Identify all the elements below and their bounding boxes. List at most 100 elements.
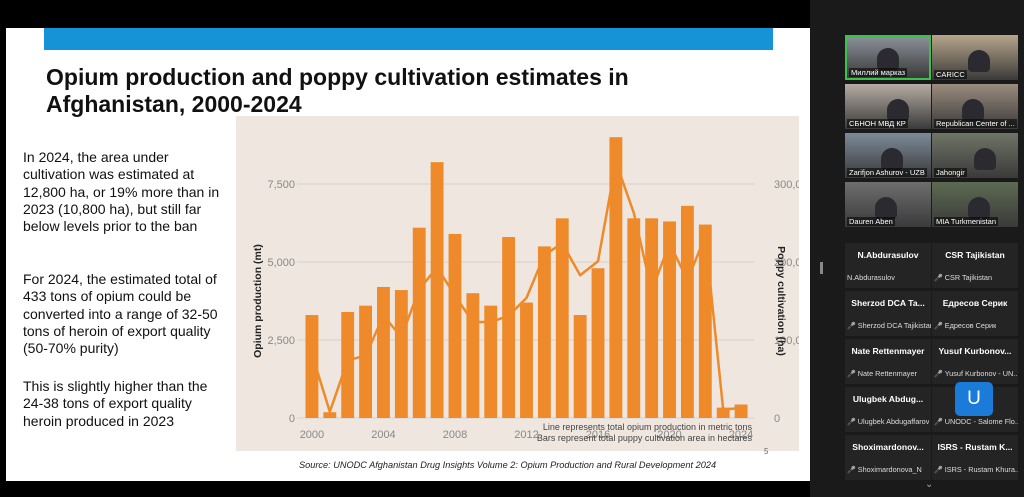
chart-bar: [734, 404, 748, 418]
participant-video-8[interactable]: MIA Turkmenistan: [932, 182, 1018, 227]
chart-bar: [716, 407, 730, 418]
y-right-axis-label: Poppy cultivation (ha): [775, 246, 787, 356]
mic-off-icon: 🎤: [847, 419, 856, 426]
person-silhouette: [875, 197, 897, 219]
mic-off-icon: 🎤: [934, 419, 943, 426]
participant-tile-label: 🎤 Yusuf Kurbonov - UN...: [934, 369, 1018, 378]
x-tick-label: 2004: [371, 429, 395, 441]
participant-tile-label: 🎤 CSR Tajikistan: [934, 273, 992, 282]
chart-bar: [394, 290, 408, 418]
mic-off-icon: 🎤: [934, 275, 943, 282]
participant-name: Jahongir: [934, 168, 967, 177]
participant-video-3[interactable]: СБНОН МВД КР: [845, 84, 931, 129]
participant-tile-name: Ulugbek Abdug...: [852, 394, 924, 404]
participant-tile-label: 🎤 ISRS - Rustam Khura...: [934, 465, 1018, 474]
participant-tile-10[interactable]: ISRS - Rustam K... 🎤 ISRS - Rustam Khura..…: [932, 435, 1018, 480]
participant-tile-sub: N.Abdurasulov: [847, 273, 895, 282]
participant-tile-6[interactable]: Yusuf Kurbonov... 🎤 Yusuf Kurbonov - UN...: [932, 339, 1018, 384]
participant-tile-name: ISRS - Rustam K...: [937, 442, 1013, 452]
chart-bar: [698, 224, 712, 418]
participant-name: CARICC: [934, 70, 967, 79]
participant-video-4[interactable]: Republican Center of ...: [932, 84, 1018, 129]
chart-line: [310, 160, 742, 414]
participant-tile-sub: Yusuf Kurbonov - UN...: [944, 369, 1018, 378]
chart-bar: [430, 162, 444, 418]
participant-tile-4[interactable]: Едресов Серик 🎤 Едресов Серик: [932, 291, 1018, 336]
participant-video-5[interactable]: Zarifjon Ashurov - UZB: [845, 133, 931, 178]
participant-tile-name: CSR Tajikistan: [945, 250, 1005, 260]
chart-bar: [466, 293, 480, 418]
chart-annotation: Line represents total opium production i…: [543, 422, 753, 432]
person-silhouette: [877, 48, 899, 70]
opium-chart: 0 2,500 5,000 7,500 0 100,000 200,000 300,000 20…: [252, 137, 799, 443]
chart-bar: [341, 311, 355, 418]
chart-bar: [502, 237, 516, 418]
mic-off-icon: 🎤: [847, 467, 856, 474]
mic-off-icon: 🎤: [934, 467, 943, 474]
slide-paragraph-1: In 2024, the area under cultivation was …: [23, 149, 220, 235]
chevron-down-icon[interactable]: ⌄: [925, 479, 934, 490]
x-tick-label: 2016: [586, 429, 610, 441]
chart-bar: [680, 205, 694, 418]
chart-panel: 0 2,500 5,000 7,500 0 100,000 200,000 300,000 20…: [236, 116, 799, 451]
participant-video-1[interactable]: Миллий марказ: [845, 35, 931, 80]
page-number: 5: [764, 447, 769, 456]
participant-video-6[interactable]: Jahongir: [932, 133, 1018, 178]
participant-tile-name: N.Abdurasulov: [857, 250, 919, 260]
chart-bar: [591, 268, 605, 418]
person-silhouette: [887, 99, 909, 121]
chart-bar: [663, 221, 676, 418]
participant-tile-label: 🎤 Едресов Серик: [934, 321, 996, 330]
participant-tile-label: 🎤 Ulugbek Abdugaffarov: [847, 417, 929, 426]
slide-accent-bar: [44, 28, 773, 50]
slide-title: Opium production and poppy cultivation e…: [46, 64, 629, 117]
participant-tile-name: Sherzod DCA Ta...: [851, 298, 925, 308]
participant-tile-5[interactable]: Nate Rettenmayer 🎤 Nate Rettenmayer: [845, 339, 931, 384]
participant-tile-sub: UNODC - Salome Flo...: [944, 417, 1018, 426]
mic-off-icon: 🎤: [934, 371, 943, 378]
participant-name: Zarifjon Ashurov - UZB: [847, 168, 927, 177]
y-right-tick-label: 100,000: [774, 335, 799, 347]
participant-tile-name: Shoximardonov...: [852, 442, 924, 452]
person-silhouette: [881, 148, 903, 170]
chart-bar: [305, 315, 319, 418]
participant-avatar: U: [955, 382, 993, 416]
person-silhouette: [968, 50, 990, 72]
chart-bar: [412, 227, 426, 418]
chart-bar: [627, 218, 641, 418]
participant-tile-7[interactable]: Ulugbek Abdug... 🎤 Ulugbek Abdugaffarov: [845, 387, 931, 432]
person-silhouette: [968, 197, 990, 219]
participant-tile-name: Yusuf Kurbonov...: [938, 346, 1012, 356]
participant-tile-label: N.Abdurasulov: [847, 273, 895, 282]
chart-bar: [573, 315, 587, 418]
x-tick-label: 2000: [300, 429, 324, 441]
participant-tile-sub: Едресов Серик: [944, 321, 997, 330]
slide-source: Source: UNODC Afghanistan Drug Insights …: [299, 460, 717, 470]
participant-tile-1[interactable]: N.Abdurasulov N.Abdurasulov: [845, 243, 931, 288]
mic-off-icon: 🎤: [934, 323, 943, 330]
chart-bar: [609, 137, 623, 418]
participant-tile-label: 🎤 Shoximardonova_N: [847, 465, 922, 474]
chart-annotation: Bars represent total puppy cultivation a…: [537, 433, 753, 443]
chart-bar: [377, 286, 390, 418]
x-tick-label: 2024: [729, 429, 753, 441]
person-silhouette: [974, 148, 996, 170]
participant-name: СБНОН МВД КР: [847, 119, 908, 128]
participant-tile-3[interactable]: Sherzod DCA Ta... 🎤 Sherzod DCA Tajikistan: [845, 291, 931, 336]
y-left-tick-label: 7,500: [267, 179, 295, 191]
chart-bar: [645, 218, 659, 418]
participant-tile-sub: Ulugbek Abdugaffarov: [857, 417, 930, 426]
participant-video-2[interactable]: CARICC: [932, 35, 1018, 80]
chart-bar: [448, 233, 462, 418]
participant-name: MIA Turkmenistan: [934, 217, 999, 226]
chart-bar: [520, 302, 533, 418]
panel-resize-handle[interactable]: [820, 262, 823, 274]
participant-tile-sub: ISRS - Rustam Khura...: [944, 465, 1018, 474]
participant-tile-label: 🎤 Sherzod DCA Tajikistan: [847, 321, 931, 330]
participant-tile-sub: Sherzod DCA Tajikistan: [857, 321, 931, 330]
participant-name: Миллий марказ: [849, 68, 908, 77]
participant-tile-2[interactable]: CSR Tajikistan 🎤 CSR Tajikistan: [932, 243, 1018, 288]
chart-bar: [555, 218, 569, 418]
participant-tile-9[interactable]: Shoximardonov... 🎤 Shoximardonova_N: [845, 435, 931, 480]
participant-video-7[interactable]: Dauren Aben: [845, 182, 931, 227]
